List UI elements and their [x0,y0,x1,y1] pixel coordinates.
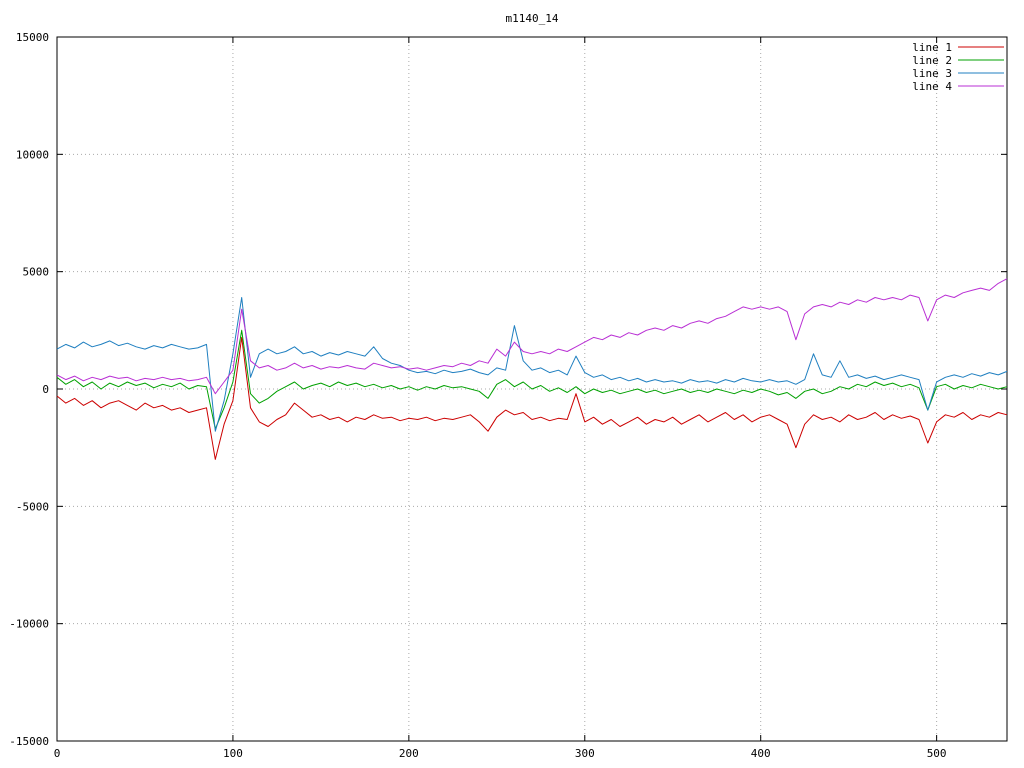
series-line-4 [56,278,1008,395]
series-line-1 [56,336,1008,460]
legend-label: line 4 [912,80,952,93]
svg-text:-10000: -10000 [9,618,49,631]
svg-text:10000: 10000 [16,148,49,161]
legend-label: line 3 [912,67,952,80]
svg-text:500: 500 [927,747,947,760]
svg-text:15000: 15000 [16,31,49,44]
series-line-3 [56,297,1008,432]
svg-text:400: 400 [751,747,771,760]
svg-text:100: 100 [223,747,243,760]
svg-text:0: 0 [42,383,49,396]
chart-title: m1140_14 [505,12,559,25]
svg-text:200: 200 [399,747,419,760]
svg-text:5000: 5000 [23,266,50,279]
legend-label: line 2 [912,54,952,67]
legend-label: line 1 [912,41,952,54]
svg-text:300: 300 [575,747,595,760]
svg-text:-15000: -15000 [9,735,49,748]
tick-labels: 0 100 200 300 400 500 -15000 -10000 -5000 0 5000 10… [9,31,946,760]
axis-ticks [56,36,1007,742]
svg-text:-5000: -5000 [16,500,49,513]
svg-text:0: 0 [54,747,61,760]
